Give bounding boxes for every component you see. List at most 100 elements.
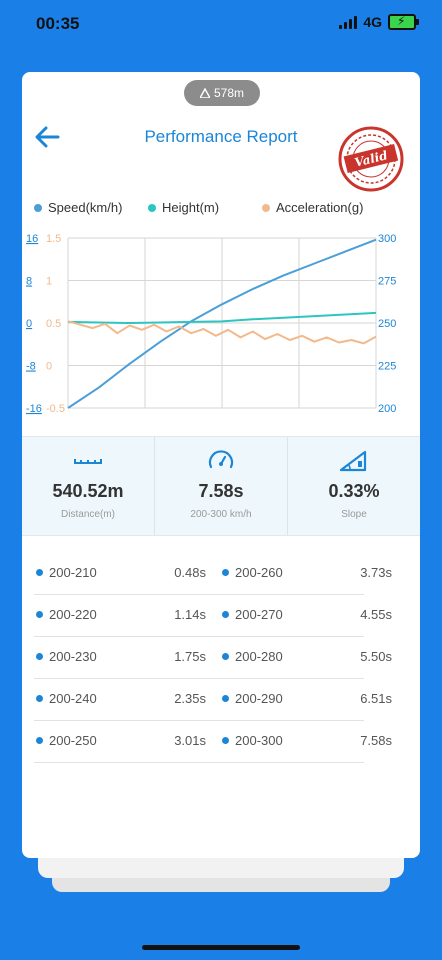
split-label: 200-210 (49, 565, 97, 580)
height-tick-label: 0 (26, 318, 32, 330)
row-bullet (222, 695, 229, 702)
acceleration-legend-dot (262, 203, 270, 212)
height-legend-dot (148, 203, 156, 212)
split-label: 200-260 (235, 565, 283, 580)
ruler-icon (74, 459, 102, 464)
page-title: Performance Report (144, 127, 298, 146)
legend-height-label: Height(m) (162, 200, 220, 215)
split-label: 200-220 (49, 607, 97, 622)
stat-slope: 0.33% Slope (287, 437, 420, 535)
status-indicators: 4G ⚡ (339, 14, 419, 30)
acceleration-tick-label: 1 (46, 276, 52, 288)
row-bullet (36, 569, 43, 576)
acceleration-tick-label: -0.5 (46, 403, 65, 415)
acceleration-line (67, 320, 377, 345)
stat-slope-value: 0.33% (328, 481, 380, 501)
split-right: 200-290 (222, 691, 283, 706)
stats-panel: 540.52m Distance(m) 7.58s 200-300 km/h 0… (22, 436, 420, 536)
table-row: 200-240 2.35s 200-290 6.51s (34, 678, 392, 721)
stat-time-value: 7.58s (198, 481, 244, 501)
height-tick-label: -16 (26, 403, 42, 415)
split-left: 200-210 (36, 565, 97, 580)
speed-tick-label: 275 (378, 276, 396, 288)
slope-icon (339, 450, 367, 472)
row-bullet (222, 569, 229, 576)
distance-pill-text: 578m (213, 86, 245, 100)
performance-chart: 16 8 0 -8 -16 1.5 1 0.5 0 -0.5 300 275 250 225 200 (26, 233, 396, 415)
status-bar: 00:35 4G ⚡ (0, 0, 442, 48)
legend-height: Height(m) (148, 200, 219, 215)
height-tick-label: 16 (26, 233, 38, 245)
stat-distance-value: 540.52m (52, 481, 124, 501)
row-bullet (222, 611, 229, 618)
table-row: 200-250 3.01s 200-300 7.58s (34, 720, 392, 763)
back-arrow-icon[interactable] (32, 122, 62, 152)
speed-legend-dot (34, 203, 42, 212)
signal-icon (339, 15, 358, 29)
acceleration-tick-label: 1.5 (46, 233, 61, 245)
status-time: 00:35 (36, 14, 80, 33)
split-time: 5.50s (360, 649, 392, 664)
height-tick-label: -8 (26, 361, 36, 373)
speed-tick-label: 300 (378, 233, 396, 245)
stat-slope-label: Slope (341, 509, 367, 520)
stat-distance: 540.52m Distance(m) (22, 437, 154, 535)
split-time: 1.75s (174, 649, 206, 664)
split-left: 200-220 (36, 607, 97, 622)
split-right: 200-300 (222, 733, 283, 748)
battery-charging-icon: ⚡ (388, 14, 419, 30)
speed-tick-label: 250 (378, 318, 396, 330)
stat-distance-label: Distance(m) (61, 509, 115, 520)
stat-time-label: 200-300 km/h (190, 509, 252, 520)
table-row: 200-220 1.14s 200-270 4.55s (34, 594, 392, 637)
acceleration-tick-label: 0 (46, 361, 52, 373)
split-time: 0.48s (174, 565, 206, 580)
legend-speed: Speed(km/h) (34, 200, 122, 215)
row-bullet (36, 737, 43, 744)
row-bullet (36, 611, 43, 618)
row-bullet (36, 695, 43, 702)
network-type: 4G (363, 14, 382, 30)
split-label: 200-290 (235, 691, 283, 706)
split-time: 7.58s (360, 733, 392, 748)
speedometer-icon (208, 450, 234, 469)
split-right: 200-270 (222, 607, 283, 622)
report-card: 578m Performance Report Valid Speed(km/h… (22, 72, 420, 858)
mountain-icon (199, 88, 210, 98)
split-time: 6.51s (360, 691, 392, 706)
split-label: 200-250 (49, 733, 97, 748)
split-right: 200-280 (222, 649, 283, 664)
split-left: 200-230 (36, 649, 97, 664)
split-left: 200-240 (36, 691, 97, 706)
row-bullet (222, 653, 229, 660)
split-left: 200-250 (36, 733, 97, 748)
table-row: 200-230 1.75s 200-280 5.50s (34, 636, 392, 679)
split-label: 200-240 (49, 691, 97, 706)
split-label: 200-230 (49, 649, 97, 664)
acceleration-tick-label: 0.5 (46, 318, 61, 330)
legend-acceleration: Acceleration(g) (262, 200, 363, 215)
split-label: 200-280 (235, 649, 283, 664)
distance-pill: 578m (184, 80, 260, 106)
split-label: 200-270 (235, 607, 283, 622)
speed-line (67, 238, 377, 409)
split-label: 200-300 (235, 733, 283, 748)
height-line (67, 311, 377, 324)
legend-speed-label: Speed(km/h) (48, 200, 123, 215)
valid-stamp: Valid (338, 126, 404, 192)
split-right: 200-260 (222, 565, 283, 580)
row-bullet (222, 737, 229, 744)
height-tick-label: 8 (26, 276, 32, 288)
split-time: 4.55s (360, 607, 392, 622)
split-time: 3.73s (360, 565, 392, 580)
legend-acceleration-label: Acceleration(g) (276, 200, 364, 215)
speed-tick-label: 225 (378, 361, 396, 373)
chart-legend: Speed(km/h) Height(m) Acceleration(g) (22, 200, 420, 220)
row-bullet (36, 653, 43, 660)
speed-tick-label: 200 (378, 403, 396, 415)
split-time: 1.14s (174, 607, 206, 622)
home-indicator[interactable] (142, 945, 300, 950)
split-time: 2.35s (174, 691, 206, 706)
split-time: 3.01s (174, 733, 206, 748)
stat-time: 7.58s 200-300 km/h (154, 437, 287, 535)
